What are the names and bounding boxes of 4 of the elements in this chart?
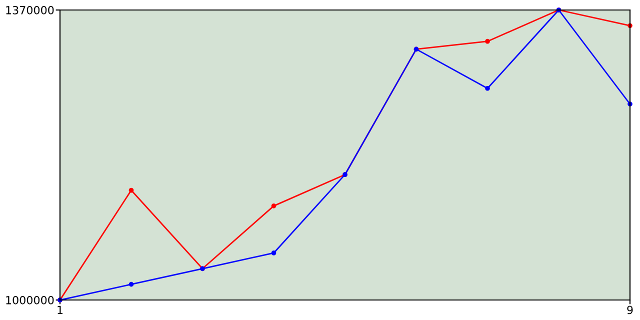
x-tick-label: 1 [58,306,63,314]
x-tick-label: 9 [627,306,633,314]
y-tick-label: 1370000 [6,6,54,14]
y-tick-label: 1000000 [6,296,54,304]
